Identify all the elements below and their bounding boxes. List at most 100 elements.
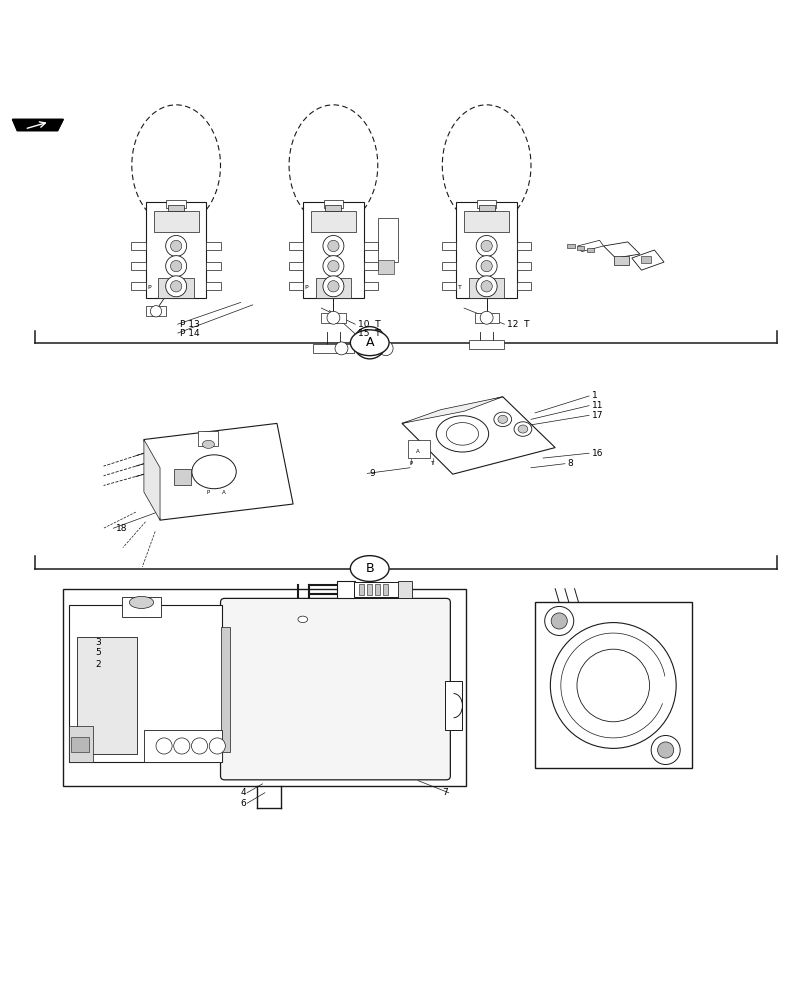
Circle shape xyxy=(209,738,225,754)
Bar xyxy=(131,282,146,290)
Bar xyxy=(324,200,343,208)
Bar xyxy=(198,431,218,446)
Bar xyxy=(375,584,380,595)
Bar xyxy=(641,256,650,263)
Circle shape xyxy=(551,613,567,629)
Bar xyxy=(441,262,456,270)
Polygon shape xyxy=(577,240,603,252)
Bar xyxy=(517,242,530,250)
Text: 5: 5 xyxy=(96,648,101,657)
Text: 16: 16 xyxy=(590,449,603,458)
Polygon shape xyxy=(603,242,639,258)
Bar xyxy=(378,218,398,262)
Bar xyxy=(325,205,341,211)
Bar xyxy=(567,244,574,248)
Ellipse shape xyxy=(517,425,527,433)
Polygon shape xyxy=(401,397,555,474)
Text: A: A xyxy=(365,336,374,349)
Ellipse shape xyxy=(350,330,388,356)
Bar xyxy=(288,242,303,250)
Bar xyxy=(577,246,583,250)
Polygon shape xyxy=(12,119,63,131)
Text: P: P xyxy=(148,285,151,290)
Bar xyxy=(456,202,517,298)
Bar xyxy=(378,260,394,274)
Bar xyxy=(315,278,350,298)
Circle shape xyxy=(328,260,339,272)
Ellipse shape xyxy=(202,440,214,448)
Bar xyxy=(383,584,388,595)
Bar xyxy=(221,627,230,752)
Bar xyxy=(441,282,456,290)
Bar xyxy=(206,282,221,290)
Circle shape xyxy=(544,606,573,635)
Circle shape xyxy=(170,281,182,292)
Text: 4: 4 xyxy=(240,788,246,797)
Text: 2: 2 xyxy=(96,660,101,669)
Circle shape xyxy=(165,256,187,277)
Bar xyxy=(478,205,494,211)
Bar xyxy=(363,282,378,290)
Circle shape xyxy=(150,306,161,317)
Bar xyxy=(337,581,354,598)
Text: P: P xyxy=(304,285,308,290)
Bar xyxy=(168,205,184,211)
Text: 18: 18 xyxy=(115,524,127,533)
Text: 3: 3 xyxy=(96,638,101,647)
Polygon shape xyxy=(144,423,293,520)
Bar xyxy=(468,340,504,349)
Ellipse shape xyxy=(513,422,531,436)
Polygon shape xyxy=(12,119,63,131)
Circle shape xyxy=(657,742,673,758)
Text: A: A xyxy=(222,490,225,495)
Circle shape xyxy=(165,276,187,297)
Bar xyxy=(441,242,456,250)
Bar xyxy=(363,242,378,250)
Text: T: T xyxy=(430,461,433,466)
Bar xyxy=(354,582,398,597)
Circle shape xyxy=(353,327,385,359)
Circle shape xyxy=(323,235,344,256)
Circle shape xyxy=(475,235,496,256)
Circle shape xyxy=(323,276,344,297)
Text: 11: 11 xyxy=(590,401,603,410)
Text: 7: 7 xyxy=(442,788,448,797)
Ellipse shape xyxy=(298,616,307,623)
Bar xyxy=(146,202,206,298)
Circle shape xyxy=(479,311,492,324)
Circle shape xyxy=(475,256,496,277)
Text: 17: 17 xyxy=(590,411,603,420)
Ellipse shape xyxy=(442,105,530,226)
Bar xyxy=(468,278,504,298)
Bar xyxy=(321,313,345,323)
Text: 15  T: 15 T xyxy=(357,329,380,338)
Bar xyxy=(166,200,186,208)
Bar xyxy=(534,602,692,768)
Circle shape xyxy=(335,342,347,355)
Circle shape xyxy=(191,738,208,754)
Polygon shape xyxy=(631,250,663,270)
Circle shape xyxy=(577,649,649,722)
Bar xyxy=(71,737,89,752)
Bar xyxy=(476,200,496,208)
Circle shape xyxy=(328,240,339,252)
Ellipse shape xyxy=(131,105,221,226)
Text: 8: 8 xyxy=(567,459,573,468)
Bar xyxy=(158,278,194,298)
Ellipse shape xyxy=(129,596,153,608)
Text: P 14: P 14 xyxy=(180,329,200,338)
FancyBboxPatch shape xyxy=(221,598,450,780)
Polygon shape xyxy=(144,730,222,762)
Bar xyxy=(464,211,508,232)
Text: A: A xyxy=(415,449,419,454)
Bar xyxy=(69,726,93,762)
Bar xyxy=(474,313,498,323)
Bar xyxy=(69,605,222,762)
Text: B: B xyxy=(365,562,374,575)
Circle shape xyxy=(378,341,393,356)
Bar xyxy=(517,262,530,270)
Circle shape xyxy=(156,738,172,754)
Bar xyxy=(517,282,530,290)
Circle shape xyxy=(475,276,496,297)
Bar xyxy=(288,282,303,290)
